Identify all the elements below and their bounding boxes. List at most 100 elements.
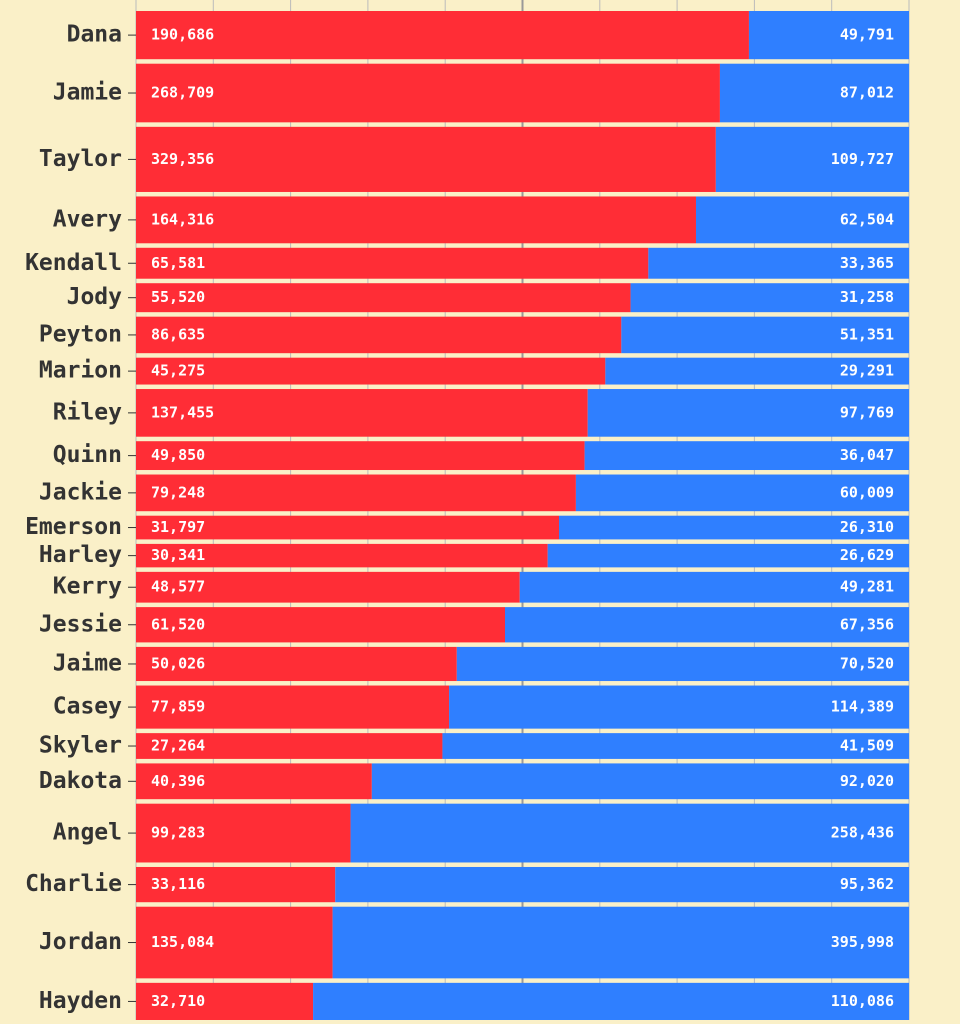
value-label: 40,396 bbox=[151, 772, 205, 790]
value-label: 41,509 bbox=[840, 737, 894, 755]
value-label: 79,248 bbox=[151, 483, 205, 501]
y-tick-label: Riley bbox=[53, 399, 122, 425]
bar-segment bbox=[136, 733, 443, 759]
bar-segment bbox=[587, 389, 909, 437]
value-label: 49,281 bbox=[840, 578, 894, 596]
bar-segment bbox=[621, 316, 909, 354]
value-label: 258,436 bbox=[831, 824, 894, 842]
value-label: 67,356 bbox=[840, 615, 894, 633]
y-tick-label: Hayden bbox=[39, 988, 122, 1014]
value-label: 48,577 bbox=[151, 578, 205, 596]
value-label: 87,012 bbox=[840, 84, 894, 102]
value-label: 49,791 bbox=[840, 26, 894, 44]
value-label: 33,116 bbox=[151, 875, 205, 893]
value-label: 114,389 bbox=[831, 698, 894, 716]
value-label: 45,275 bbox=[151, 362, 205, 380]
bar-segment bbox=[630, 283, 909, 313]
value-label: 92,020 bbox=[840, 772, 894, 790]
bar-segment bbox=[350, 803, 910, 863]
y-tick-label: Peyton bbox=[39, 321, 122, 347]
value-label: 329,356 bbox=[151, 150, 214, 168]
value-label: 31,797 bbox=[151, 518, 205, 536]
value-label: 99,283 bbox=[151, 824, 205, 842]
y-tick-label: Marion bbox=[39, 358, 122, 384]
value-label: 29,291 bbox=[840, 362, 894, 380]
value-label: 60,009 bbox=[840, 483, 894, 501]
value-label: 97,769 bbox=[840, 403, 894, 421]
y-tick-label: Dakota bbox=[39, 768, 122, 794]
value-label: 268,709 bbox=[151, 84, 214, 102]
bar-segment bbox=[547, 543, 909, 568]
value-label: 51,351 bbox=[840, 325, 894, 343]
bar-segment bbox=[719, 63, 909, 123]
value-label: 70,520 bbox=[840, 654, 894, 672]
y-tick-label: Skyler bbox=[39, 733, 122, 759]
bar-segment bbox=[136, 126, 716, 192]
value-label: 135,084 bbox=[151, 933, 214, 951]
bar-segment bbox=[136, 63, 720, 123]
value-label: 110,086 bbox=[831, 992, 894, 1010]
y-tick-label: Jessie bbox=[39, 611, 122, 637]
bar-segment bbox=[136, 607, 505, 643]
bar-segment bbox=[136, 543, 548, 568]
value-label: 137,455 bbox=[151, 403, 214, 421]
value-label: 33,365 bbox=[840, 254, 894, 272]
bar-segment bbox=[136, 389, 588, 437]
bar-segment bbox=[748, 11, 909, 60]
bar-segment bbox=[371, 763, 909, 800]
y-tick-label: Angel bbox=[53, 820, 122, 846]
bar-segment bbox=[648, 247, 909, 279]
value-label: 86,635 bbox=[151, 325, 205, 343]
y-tick-label: Dana bbox=[67, 22, 122, 48]
value-label: 50,026 bbox=[151, 654, 205, 672]
value-label: 109,727 bbox=[831, 150, 894, 168]
bar-segment bbox=[136, 982, 314, 1020]
bar-segment bbox=[136, 196, 696, 244]
value-label: 26,310 bbox=[840, 518, 894, 536]
bar-segment bbox=[136, 247, 649, 279]
bar-segment bbox=[575, 474, 909, 512]
value-label: 190,686 bbox=[151, 26, 214, 44]
bar-segment bbox=[584, 441, 909, 471]
bar-segment bbox=[136, 571, 520, 603]
y-tick-label: Casey bbox=[53, 694, 122, 720]
bar-segment bbox=[136, 906, 333, 979]
value-label: 62,504 bbox=[840, 210, 894, 228]
value-label: 164,316 bbox=[151, 210, 214, 228]
bar-segment bbox=[695, 196, 909, 244]
y-tick-label: Taylor bbox=[39, 146, 122, 172]
y-tick-label: Kendall bbox=[25, 250, 122, 276]
value-label: 55,520 bbox=[151, 288, 205, 306]
bar-segment bbox=[504, 607, 909, 643]
value-label: 395,998 bbox=[831, 933, 894, 951]
y-tick-label: Emerson bbox=[25, 514, 122, 540]
value-label: 27,264 bbox=[151, 737, 205, 755]
y-tick-label: Charlie bbox=[25, 871, 122, 897]
value-label: 30,341 bbox=[151, 546, 205, 564]
y-tick-label: Jackie bbox=[39, 479, 122, 505]
value-label: 36,047 bbox=[840, 446, 894, 464]
bar-segment bbox=[136, 11, 749, 60]
y-tick-label: Jamie bbox=[53, 80, 122, 106]
bar-segment bbox=[136, 763, 372, 800]
bar-segment bbox=[442, 733, 909, 759]
bar-segment bbox=[136, 866, 336, 903]
bar-segment bbox=[605, 357, 909, 385]
bar-segment bbox=[136, 803, 351, 863]
bar-segment bbox=[136, 515, 559, 540]
bar-segment bbox=[449, 685, 909, 729]
bar-segment bbox=[332, 906, 910, 979]
value-label: 31,258 bbox=[840, 288, 894, 306]
value-label: 26,629 bbox=[840, 546, 894, 564]
y-tick-label: Quinn bbox=[53, 442, 122, 468]
bar-segment bbox=[519, 571, 909, 603]
value-label: 95,362 bbox=[840, 875, 894, 893]
y-tick-label: Harley bbox=[39, 542, 122, 568]
bar-segment bbox=[136, 357, 606, 385]
y-tick-label: Avery bbox=[53, 206, 122, 232]
bar-segment bbox=[136, 316, 622, 354]
y-tick-label: Jordan bbox=[39, 929, 122, 955]
value-label: 32,710 bbox=[151, 992, 205, 1010]
bar-segment bbox=[558, 515, 909, 540]
